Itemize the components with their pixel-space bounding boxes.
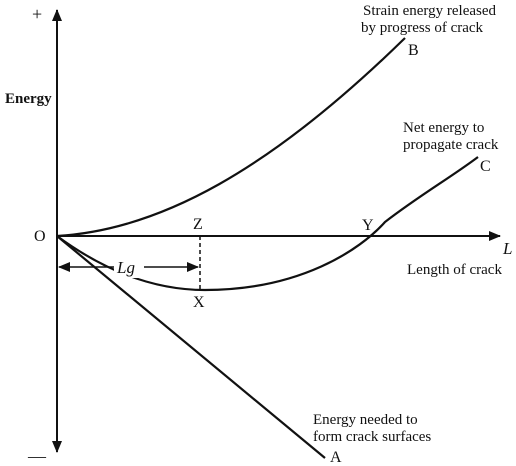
point-b-label: B	[408, 42, 419, 59]
point-a-label: A	[330, 449, 342, 466]
net-energy-label-line2: propagate crack	[403, 137, 499, 153]
x-axis-symbol: L	[502, 239, 512, 258]
origin-label: O	[34, 228, 46, 245]
point-x-label: X	[193, 294, 205, 311]
surface-energy-line	[56, 235, 326, 459]
surface-energy-label-line2: form crack surfaces	[313, 429, 431, 445]
strain-energy-label-line2: by progress of crack	[361, 20, 484, 36]
net-energy-label-line1: Net energy to	[403, 120, 484, 136]
griffith-length-label: Lg	[116, 258, 135, 277]
point-c-label: C	[480, 158, 491, 175]
energy-axis-label: Energy	[5, 91, 52, 107]
surface-energy-label-line1: Energy needed to	[313, 412, 418, 428]
strain-energy-curve	[56, 37, 406, 238]
minus-sign: —	[27, 446, 47, 466]
point-z-label: Z	[193, 216, 203, 233]
point-y-label: Y	[362, 217, 374, 234]
strain-energy-label-line1: Strain energy released	[363, 3, 497, 19]
griffith-length-label-bg	[114, 256, 144, 278]
plus-sign: +	[32, 4, 42, 24]
crack-length-axis-label: Length of crack	[407, 262, 502, 278]
